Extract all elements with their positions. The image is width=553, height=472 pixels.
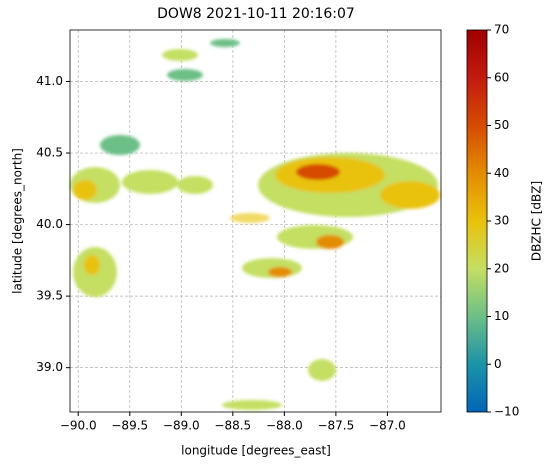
radar-echoes	[70, 39, 440, 410]
x-tick-label: −87.0	[369, 419, 406, 433]
radar-echo	[308, 359, 336, 381]
y-tick-label: 39.5	[36, 289, 63, 303]
radar-echo	[122, 170, 178, 194]
colorbar-tick-label: 40	[494, 166, 509, 180]
radar-echo	[316, 235, 344, 249]
chart-title: DOW8 2021-10-11 20:16:07	[157, 6, 355, 22]
y-tick-label: 40.5	[36, 146, 63, 160]
colorbar-tick-label: 0	[494, 357, 502, 371]
x-tick-label: −89.5	[111, 419, 148, 433]
radar-echo	[167, 69, 203, 81]
radar-echo	[73, 180, 97, 200]
radar-echo	[222, 400, 282, 410]
radar-echo	[380, 181, 440, 209]
radar-echo	[162, 49, 198, 61]
radar-echo	[296, 164, 340, 180]
radar-echo	[177, 176, 213, 194]
radar-echo	[84, 255, 100, 275]
x-tick-label: −88.5	[214, 419, 251, 433]
plot-frame	[69, 29, 442, 413]
colorbar-tick-label: 20	[494, 261, 509, 275]
radar-echo	[100, 135, 140, 155]
colorbar-tick-label: 70	[494, 23, 509, 37]
colorbar-tick-label: −10	[494, 405, 519, 419]
colorbar-tick-label: 50	[494, 118, 509, 132]
y-tick-label: 40.0	[36, 217, 63, 231]
x-axis-label: longitude [degrees_east]	[181, 444, 331, 458]
colorbar-tick-label: 30	[494, 214, 509, 228]
x-tick-label: −87.5	[317, 419, 354, 433]
y-tick-label: 39.0	[36, 360, 63, 374]
y-axis-label: latitude [degrees_north]	[11, 148, 25, 294]
colorbar	[466, 29, 488, 413]
y-tick-label: 41.0	[36, 74, 63, 88]
x-tick-label: −90.0	[60, 419, 97, 433]
radar-echo	[210, 39, 240, 47]
radar-echo	[230, 213, 270, 223]
colorbar-tick-label: 60	[494, 70, 509, 84]
x-tick-label: −88.0	[266, 419, 303, 433]
x-tick-label: −89.0	[163, 419, 200, 433]
colorbar-tick-label: 10	[494, 309, 509, 323]
colorbar-label: DBZHC [dBZ]	[530, 181, 544, 261]
radar-echo	[268, 267, 292, 277]
